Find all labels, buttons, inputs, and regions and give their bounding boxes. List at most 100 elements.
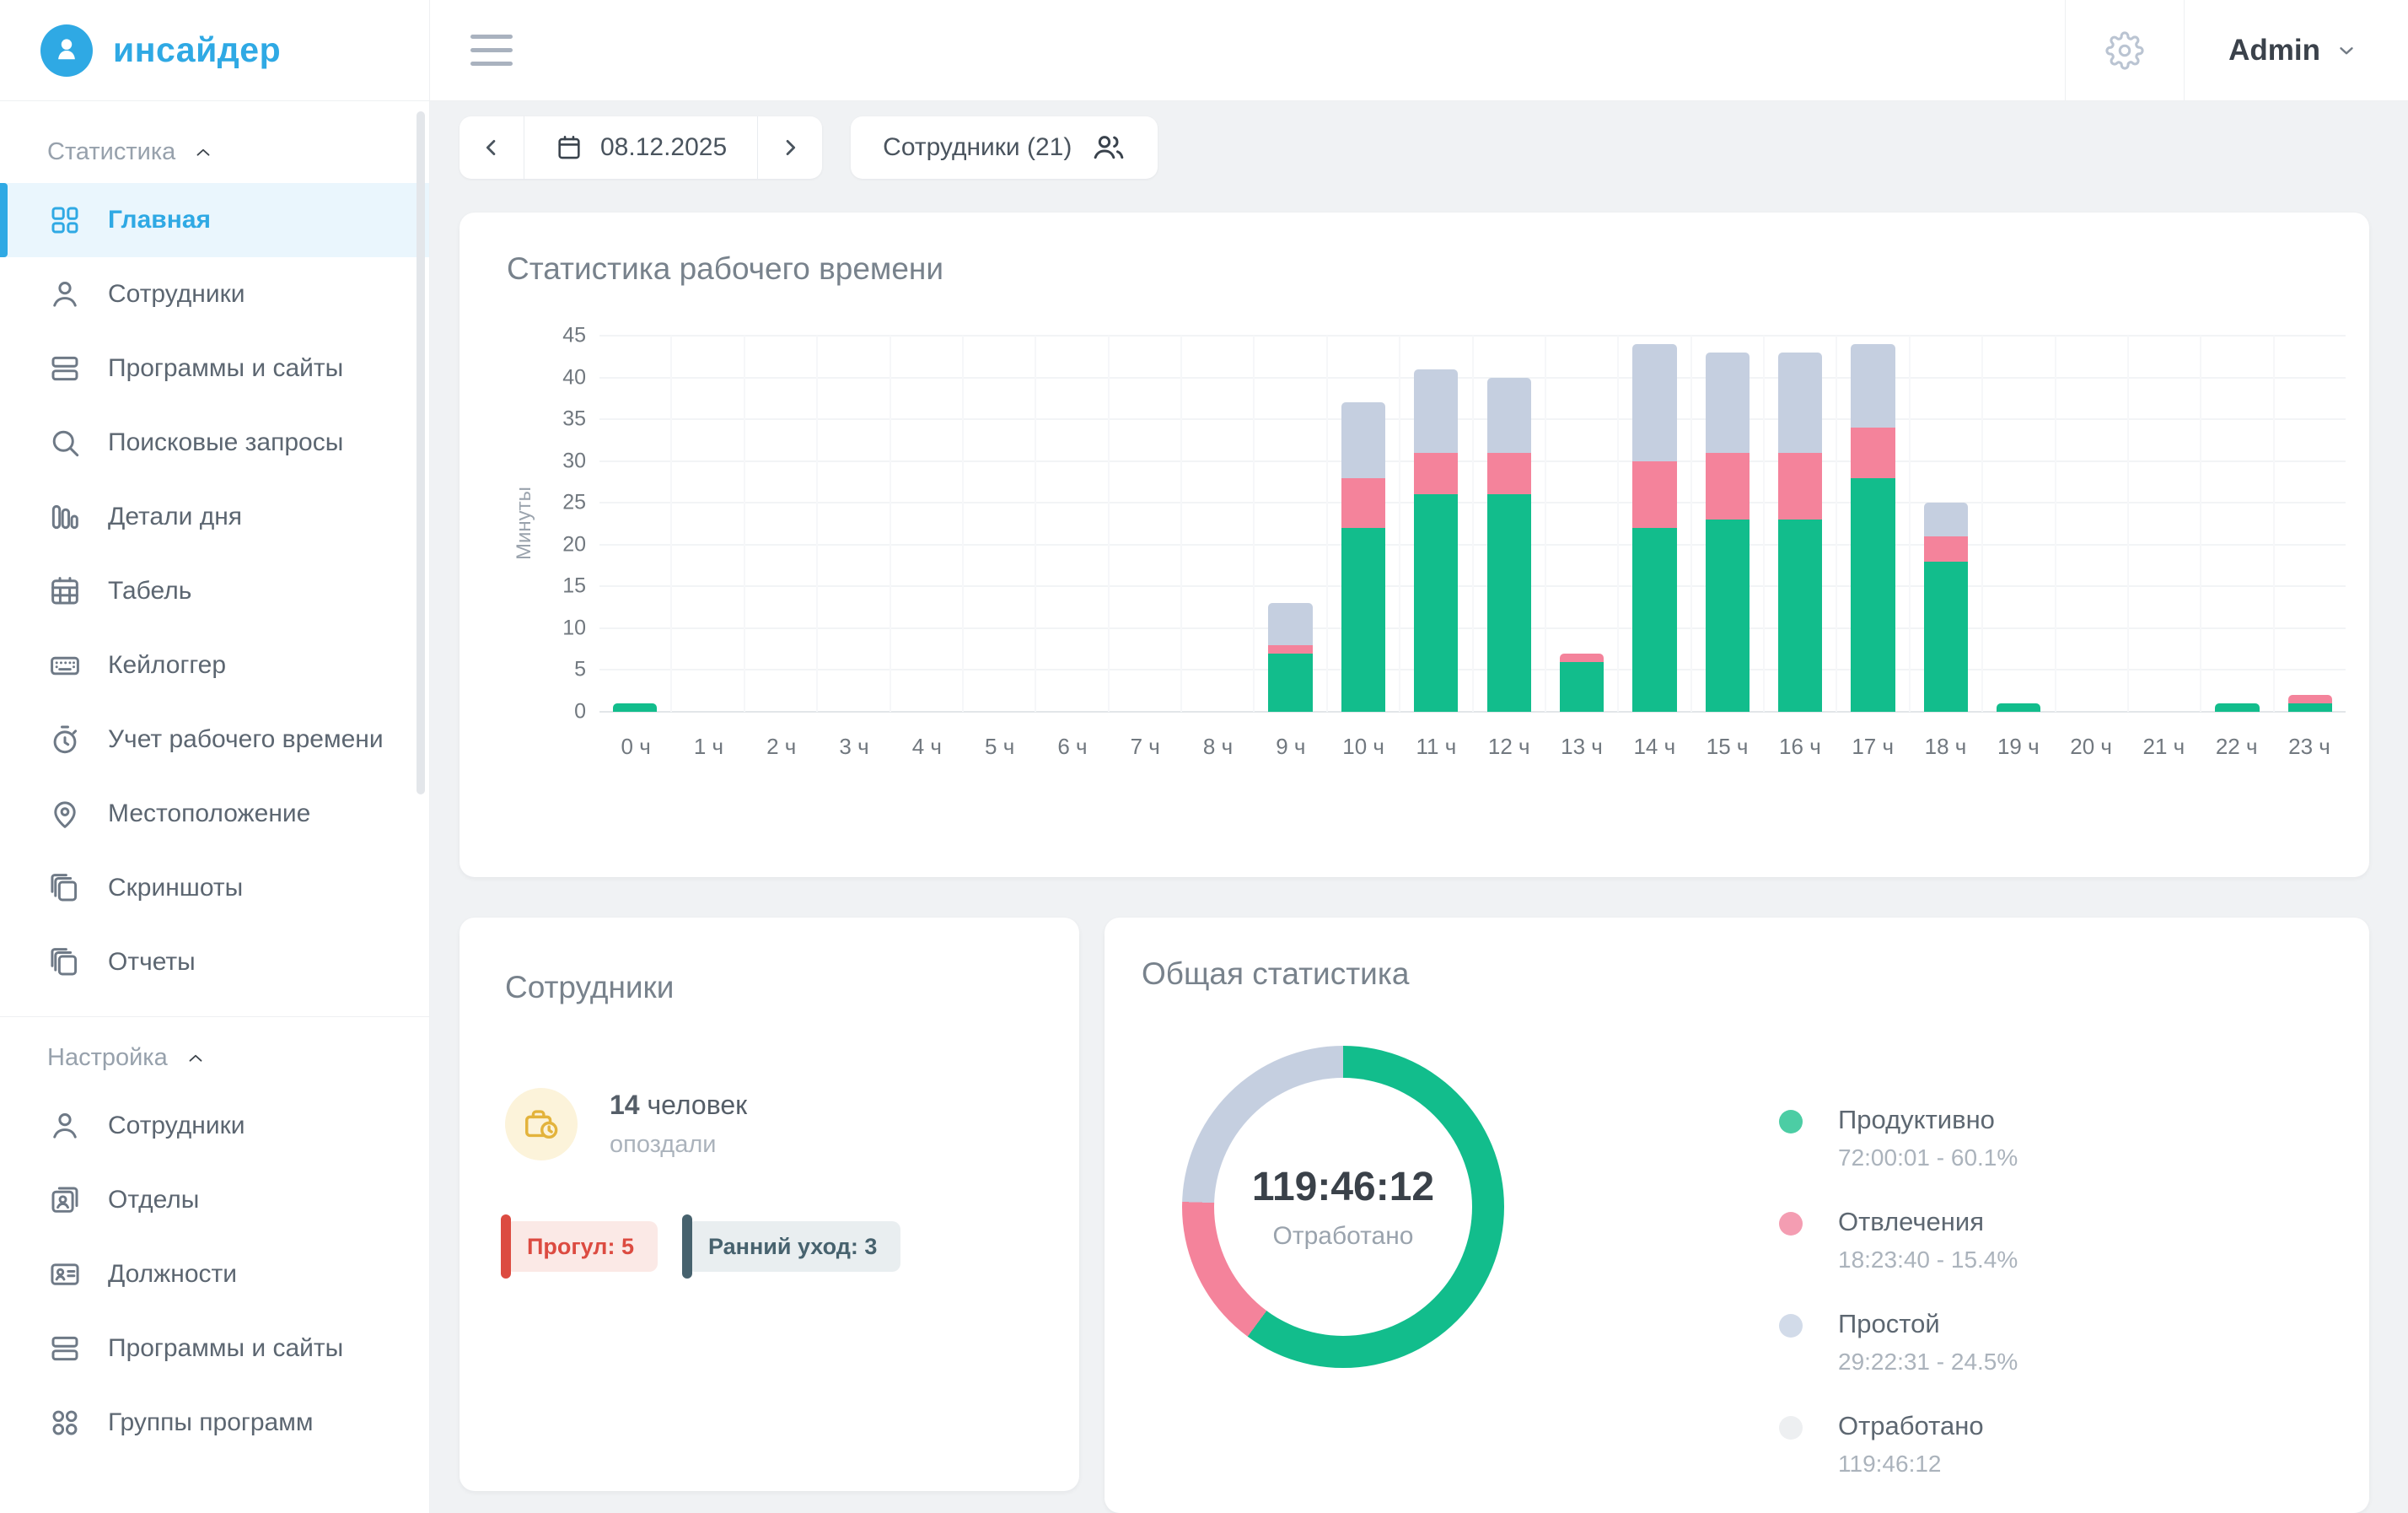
sidebar-scrollbar[interactable]	[417, 111, 425, 794]
settings-button[interactable]	[2066, 0, 2184, 100]
legend-detail: 119:46:12	[1838, 1451, 1942, 1477]
next-day-button[interactable]	[758, 116, 822, 179]
chart-bar-slot-2	[745, 336, 819, 712]
sidebar-item-location[interactable]: Местоположение	[0, 777, 429, 851]
sidebar-item-day-details[interactable]: Детали дня	[0, 480, 429, 554]
sidebar-item-reports[interactable]: Отчеты	[0, 925, 429, 999]
chevron-down-icon	[2335, 40, 2357, 62]
sidebar-item-keylogger[interactable]: Кейлоггер	[0, 628, 429, 703]
sidebar-item-screenshots[interactable]: Скриншоты	[0, 851, 429, 925]
sidebar-section-divider	[0, 1016, 429, 1017]
sidebar-item-label: Программы и сайты	[108, 1334, 344, 1363]
sidebar-nav: Статистика Главная Сотрудники Программы и с…	[0, 101, 429, 1513]
sidebar-item-positions[interactable]: Должности	[0, 1237, 429, 1311]
logo-text: инсайдер	[113, 30, 282, 69]
status-badge-1: Ранний уход: 3	[681, 1214, 901, 1279]
bottom-cards-row: Сотрудники 14 человек опоздали Прогул: 5…	[460, 918, 2369, 1513]
hamburger-menu-icon[interactable]	[470, 35, 513, 66]
late-texts: 14 человек опоздали	[610, 1090, 747, 1159]
sidebar-item-search-queries[interactable]: Поисковые запросы	[0, 406, 429, 480]
bar-segment	[1778, 352, 1823, 453]
calendar-grid-icon	[47, 573, 83, 609]
legend-texts: Продуктивно 72:00:01 - 60.1%	[1838, 1105, 2018, 1171]
bar-segment	[1341, 402, 1386, 478]
map-pin-icon	[47, 796, 83, 832]
sidebar-item-label: Главная	[108, 206, 212, 234]
user-icon	[47, 1108, 83, 1144]
prev-day-button[interactable]	[460, 116, 524, 179]
stacked-bar-12ч	[1486, 377, 1531, 712]
sidebar-item-home[interactable]: Главная	[0, 183, 429, 257]
bar-segment	[1778, 452, 1823, 520]
stacked-bar-15ч	[1705, 352, 1750, 712]
sidebar-item-programs-sites[interactable]: Программы и сайты	[0, 331, 429, 406]
employees-card: Сотрудники 14 человек опоздали Прогул: 5…	[460, 918, 1079, 1491]
sidebar-item-label: Программы и сайты	[108, 354, 344, 383]
sidebar-item-departments[interactable]: Отделы	[0, 1163, 429, 1237]
sidebar-item-label: Местоположение	[108, 800, 311, 828]
stats-card-title: Общая статистика	[1142, 956, 1410, 991]
chart-bar-slot-9	[1255, 336, 1328, 712]
legend-detail: 29:22:31 - 24.5%	[1838, 1349, 2018, 1375]
chart-bar-slot-22	[2201, 336, 2275, 712]
admin-label: Admin	[2228, 33, 2320, 67]
bar-segment	[613, 703, 658, 712]
logo[interactable]: инсайдер	[0, 0, 429, 101]
bar-segment	[1851, 428, 1895, 478]
status-badges-row: Прогул: 5 Ранний уход: 3	[501, 1214, 1042, 1279]
sidebar-section-label: Настройка	[47, 1044, 168, 1071]
sidebar-item-work-time[interactable]: Учет рабочего времени	[0, 703, 429, 777]
x-axis-label: 23 ч	[2288, 734, 2330, 759]
x-axis-label: 14 ч	[1633, 734, 1676, 759]
x-axis-label: 7 ч	[1130, 734, 1160, 759]
x-axis-label: 20 ч	[2070, 734, 2112, 759]
sidebar-item-timesheet[interactable]: Табель	[0, 554, 429, 628]
search-icon	[47, 425, 83, 460]
id-card-icon	[47, 1257, 83, 1292]
sidebar-section-header[interactable]: Статистика	[0, 120, 429, 183]
legend-texts: Отвлечения 18:23:40 - 15.4%	[1838, 1207, 2018, 1273]
insider-logo-icon	[40, 24, 93, 77]
late-icon-badge	[505, 1088, 578, 1160]
h-gridline	[599, 711, 2346, 713]
donut-chart: 119:46:12 Отработано	[1182, 1046, 1504, 1368]
badge-person-icon	[47, 1182, 83, 1218]
x-axis-label: 0 ч	[621, 734, 651, 759]
chart-bar-slot-11	[1400, 336, 1474, 712]
legend-dot	[1779, 1416, 1803, 1440]
late-subtitle: опоздали	[610, 1131, 717, 1158]
sidebar-item-label: Кейлоггер	[108, 651, 227, 680]
layers-icon	[47, 945, 83, 980]
bar-segment	[1559, 653, 1604, 662]
donut-legend: Продуктивно 72:00:01 - 60.1% Отвлечения 18:…	[1779, 1105, 2018, 1478]
bar-segment	[1486, 377, 1531, 453]
chart-bar-slot-15	[1692, 336, 1765, 712]
x-axis-label: 12 ч	[1487, 734, 1530, 759]
stacked-bar-22ч	[2215, 703, 2260, 712]
date-button[interactable]: 08.12.2025	[524, 116, 757, 179]
donut-label: Отработано	[1272, 1221, 1414, 1250]
work-time-chart-card: Статистика рабочего времени Минуты 0 5 10 1…	[460, 213, 2369, 877]
sidebar-item-program-groups[interactable]: Группы программ	[0, 1386, 429, 1460]
sidebar-item-employees[interactable]: Сотрудники	[0, 257, 429, 331]
chart-bar-slot-23	[2275, 336, 2346, 712]
legend-detail: 72:00:01 - 60.1%	[1838, 1144, 2018, 1171]
bar-segment	[1632, 460, 1677, 528]
employees-filter-button[interactable]: Сотрудники (21)	[851, 116, 1158, 179]
sidebar-item-employees-settings[interactable]: Сотрудники	[0, 1089, 429, 1163]
topbar-right: Admin	[2065, 0, 2408, 100]
sidebar-section-header[interactable]: Настройка	[0, 1026, 429, 1089]
stacked-bar-9ч	[1268, 603, 1313, 712]
sidebar-item-programs-sites-settings[interactable]: Программы и сайты	[0, 1311, 429, 1386]
admin-menu[interactable]: Admin	[2185, 0, 2408, 100]
content: 08.12.2025 Сотрудники (21)	[430, 101, 2408, 1513]
stacked-bar-10ч	[1341, 402, 1386, 712]
chart-bar-slot-21	[2129, 336, 2202, 712]
stacked-bar-0ч	[613, 703, 658, 712]
chart-bar-slot-6	[1036, 336, 1110, 712]
y-tick-label: 45	[562, 323, 586, 347]
y-tick-label: 10	[562, 616, 586, 640]
bar-segment	[2287, 695, 2332, 704]
late-count-line: 14 человек	[610, 1090, 747, 1121]
